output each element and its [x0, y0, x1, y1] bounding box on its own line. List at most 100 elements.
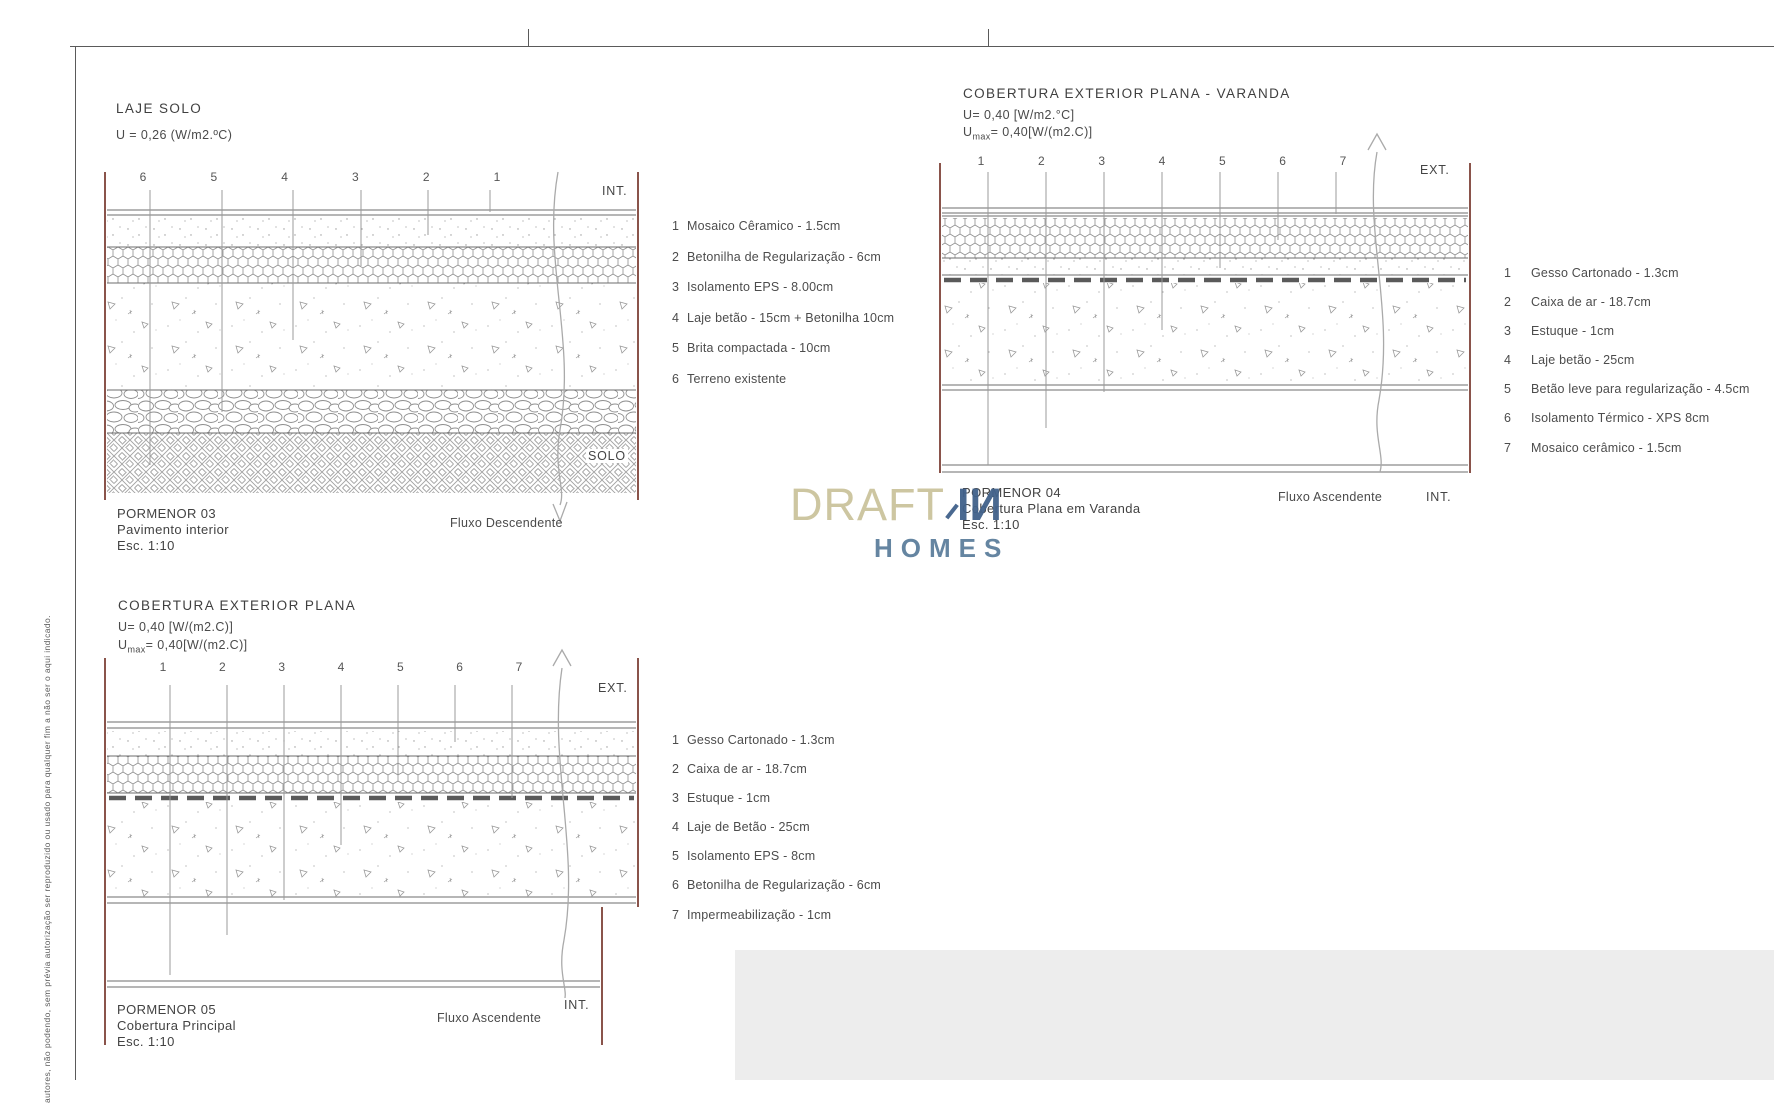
callout-number: 2	[218, 660, 226, 674]
legend-item-text: Betão leve para regularização - 4.5cm	[1531, 382, 1750, 397]
detail-04-title: COBERTURA EXTERIOR PLANA - VARANDA	[963, 86, 1291, 101]
detail-05-umax-value: Umax= 0,40[W/(m2.C)]	[118, 638, 248, 655]
legend-pormenor-03: 1 Mosaico Cêramico - 1.5cm 2 Betonilha d…	[672, 219, 894, 403]
detail-05-title: COBERTURA EXTERIOR PLANA	[118, 598, 357, 613]
callout-number: 4	[1158, 154, 1166, 168]
legend-item: 7 Mosaico cerâmico - 1.5cm	[1504, 441, 1750, 470]
callout-number: 6	[1279, 154, 1286, 168]
legend-item-text: Estuque - 1cm	[687, 791, 771, 806]
legend-item: 4 Laje betão - 15cm + Betonilha 10cm	[672, 311, 894, 342]
legend-item: 3 Estuque - 1cm	[672, 791, 881, 820]
legend-item-text: Laje betão - 25cm	[1531, 353, 1635, 368]
callout-number: 1	[493, 170, 501, 184]
detail-scale: Esc. 1:10	[962, 517, 1020, 533]
legend-item-text: Caixa de ar - 18.7cm	[687, 762, 808, 777]
detail-04-drawing	[939, 132, 1471, 473]
legend-item-text: Isolamento EPS - 8.00cm	[687, 280, 834, 295]
detail-scale: Esc. 1:10	[117, 1034, 175, 1050]
detail-05-int-label: INT.	[562, 998, 592, 1012]
callout-number: 6	[139, 170, 147, 184]
legend-pormenor-05: 1 Gesso Cartonado - 1.3cm 2 Caixa de ar …	[672, 733, 881, 937]
legend-item-number: 5	[672, 849, 680, 864]
callout-number: 6	[456, 660, 463, 674]
callout-number: 4	[281, 170, 288, 184]
legend-item-text: Caixa de ar - 18.7cm	[1531, 295, 1652, 310]
callout-number: 1	[159, 660, 167, 674]
legend-item: 3 Estuque - 1cm	[1504, 324, 1750, 353]
frame-left-line	[75, 46, 76, 1080]
legend-item-number: 2	[672, 762, 680, 777]
detail-04-caption: PORMENOR 04 Cobertura Plana em Varanda E…	[962, 485, 1141, 534]
up-arrow-icon	[552, 648, 572, 667]
legend-item: 6 Betonilha de Regularização - 6cm	[672, 878, 881, 907]
legend-item-number: 6	[672, 371, 680, 386]
copyright-disclaimer: autores, não podendo, sem prévia autoriz…	[42, 615, 52, 1103]
legend-item-number: 3	[672, 791, 680, 806]
detail-code: PORMENOR 05	[117, 1002, 217, 1017]
frame-tick-1	[528, 29, 529, 47]
detail-subtitle: Cobertura Plana em Varanda	[962, 501, 1141, 517]
detail-scale: Esc. 1:10	[117, 538, 175, 554]
legend-item-text: Isolamento Térmico - XPS 8cm	[1531, 411, 1710, 426]
callout-number: 5	[1218, 154, 1226, 168]
callout-number: 7	[515, 660, 523, 674]
callout-number: 7	[1339, 154, 1347, 168]
logo-draft-text: DRAFT	[790, 479, 945, 530]
legend-item: 4 Laje betão - 25cm	[1504, 353, 1750, 382]
legend-item-text: Betonilha de Regularização - 6cm	[687, 878, 882, 893]
flux-line	[1372, 151, 1385, 473]
detail-05-caption: PORMENOR 05 Cobertura Principal Esc. 1:1…	[117, 1002, 236, 1051]
legend-item: 1 Mosaico Cêramico - 1.5cm	[672, 219, 894, 250]
flux-line	[553, 171, 565, 506]
legend-item: 1 Gesso Cartonado - 1.3cm	[1504, 266, 1750, 295]
detail-05-u-value: U= 0,40 [W/(m2.C)]	[118, 620, 234, 634]
legend-pormenor-04: 1 Gesso Cartonado - 1.3cm 2 Caixa de ar …	[1504, 266, 1750, 470]
frame-top-line	[70, 46, 1774, 47]
legend-item-number: 7	[1504, 440, 1512, 455]
detail-04-callout-numbers: 1 2 3 4 5 6 7	[976, 154, 1348, 168]
callout-leader-lines	[149, 190, 491, 465]
legend-item-text: Terreno existente	[687, 371, 787, 386]
detail-05-ext-label: EXT.	[596, 681, 630, 695]
legend-item: 6 Terreno existente	[672, 372, 894, 403]
callout-number: 4	[337, 660, 345, 674]
page-edge-gray-area	[735, 950, 1774, 1080]
callout-number: 5	[210, 170, 218, 184]
up-arrow-icon	[1367, 132, 1387, 151]
logo-homes-text: HOMES	[874, 533, 1010, 564]
detail-04-flux-label: Fluxo Ascendente	[1278, 490, 1383, 504]
legend-item-number: 4	[1504, 353, 1512, 368]
detail-03-u-value: U = 0,26 (W/m2.ºC)	[116, 128, 233, 142]
down-arrow-icon	[552, 501, 568, 523]
detail-03-title: LAJE SOLO	[116, 101, 203, 116]
section-borders	[939, 163, 1471, 473]
legend-item-number: 2	[1504, 295, 1512, 310]
detail-03-flux-label: Fluxo Descendente	[450, 516, 563, 530]
legend-item-text: Mosaico cerâmico - 1.5cm	[1531, 440, 1682, 455]
legend-item-number: 6	[672, 878, 680, 893]
callout-number: 3	[278, 660, 285, 674]
detail-subtitle: Pavimento interior	[117, 522, 229, 538]
callout-number: 2	[1037, 154, 1045, 168]
detail-04-ext-label: EXT.	[1418, 163, 1452, 177]
legend-item-number: 1	[1504, 266, 1512, 280]
legend-item: 3 Isolamento EPS - 8.00cm	[672, 280, 894, 311]
legend-item: 2 Caixa de ar - 18.7cm	[1504, 295, 1750, 324]
legend-item-number: 3	[1504, 324, 1512, 339]
detail-05-drawing	[104, 648, 639, 1045]
callout-leader-lines	[987, 172, 1337, 465]
legend-item-number: 3	[672, 280, 680, 295]
section-borders	[104, 172, 639, 500]
technical-drawing-sheet: { "page": { "disclaimer": "autores, não …	[42, 29, 1774, 1103]
legend-item: 5 Betão leve para regularização - 4.5cm	[1504, 382, 1750, 411]
legend-item: 2 Caixa de ar - 18.7cm	[672, 762, 881, 791]
legend-item-number: 6	[1504, 411, 1512, 426]
callout-number: 3	[1098, 154, 1105, 168]
legend-item-number: 1	[672, 733, 680, 747]
legend-item: 6 Isolamento Térmico - XPS 8cm	[1504, 411, 1750, 440]
legend-item-number: 1	[672, 219, 680, 233]
detail-code: PORMENOR 04	[962, 485, 1062, 500]
legend-item-number: 5	[1504, 382, 1512, 397]
legend-item-text: Impermeabilização - 1cm	[687, 907, 832, 922]
legend-item-number: 4	[672, 310, 680, 325]
